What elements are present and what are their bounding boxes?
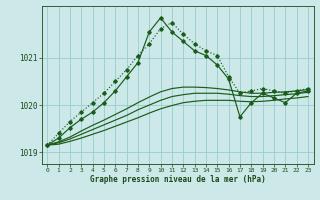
X-axis label: Graphe pression niveau de la mer (hPa): Graphe pression niveau de la mer (hPa) bbox=[90, 175, 266, 184]
